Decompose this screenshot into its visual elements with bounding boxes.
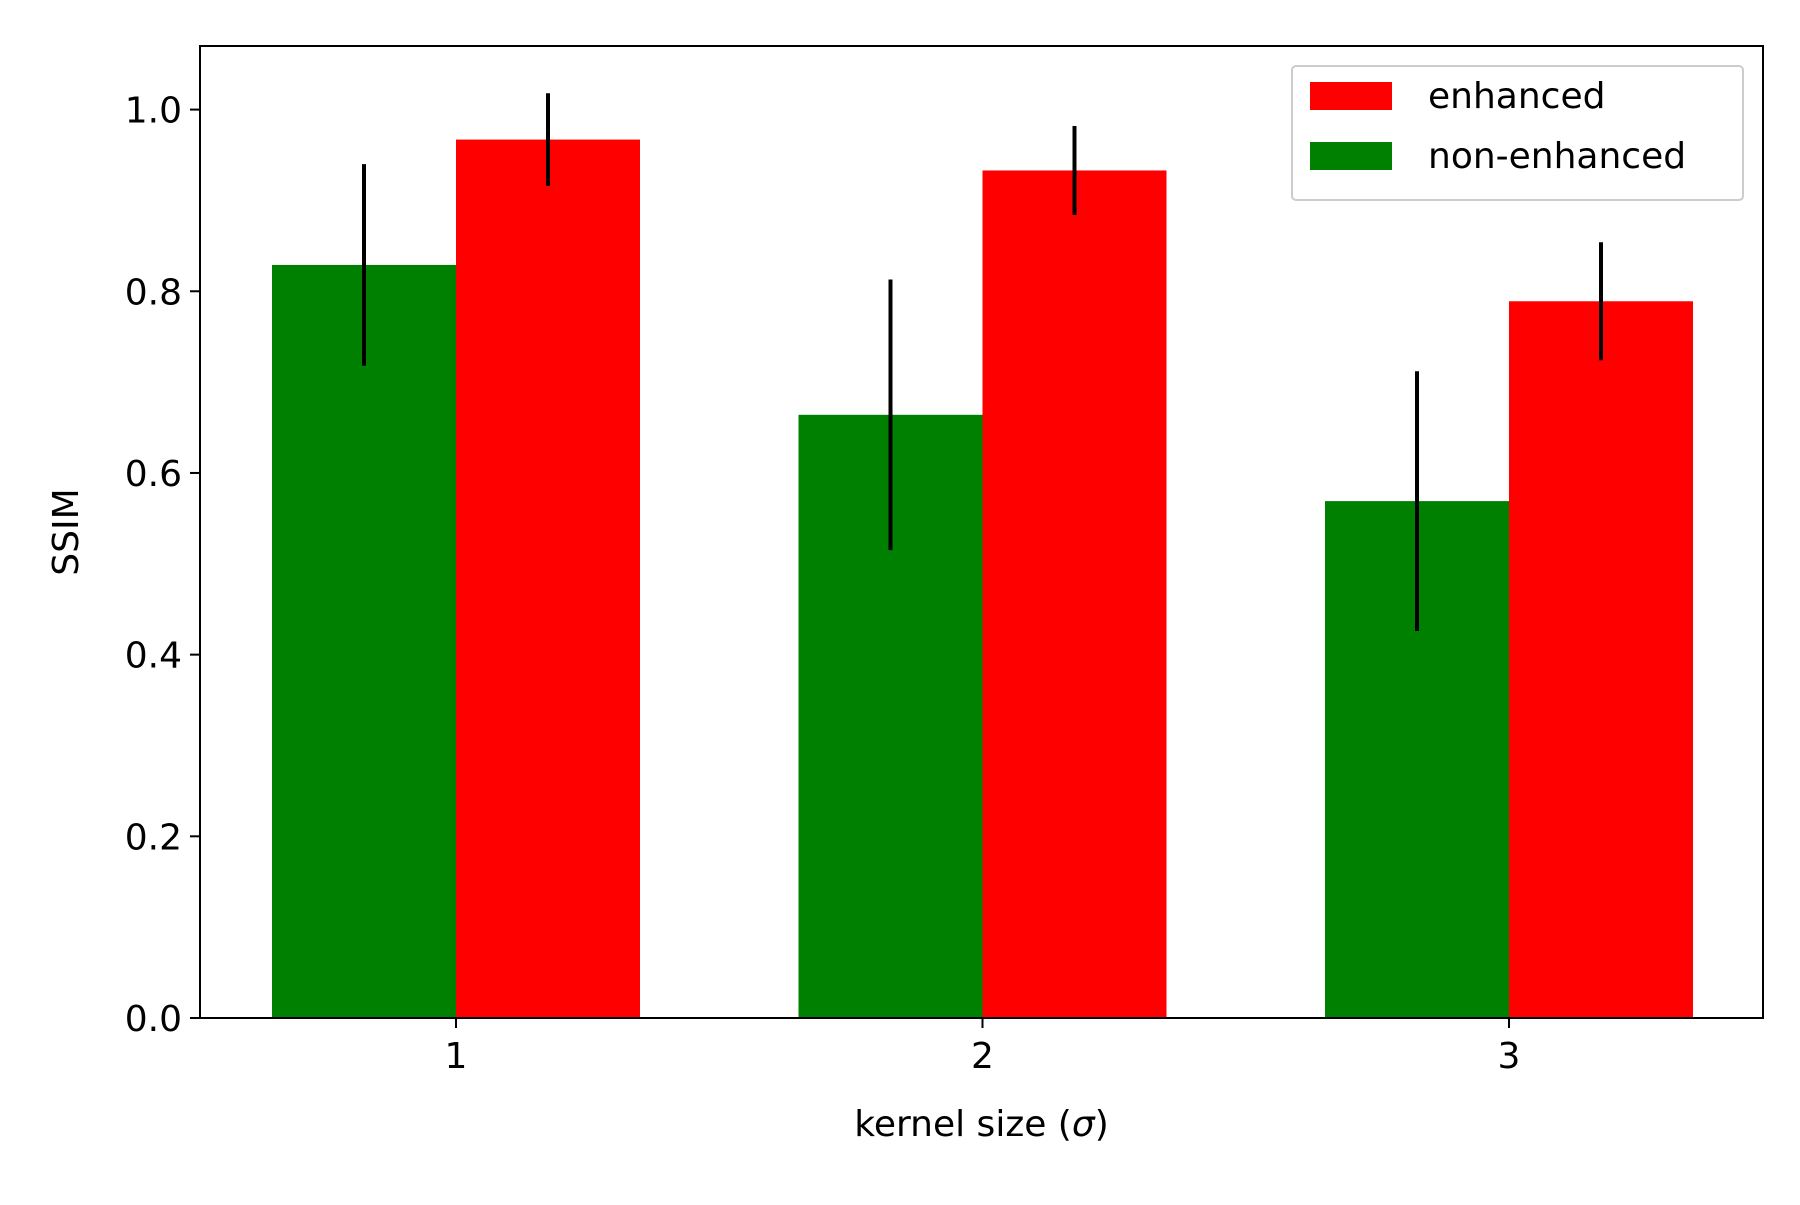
x-tick-label: 3 (1498, 1036, 1521, 1077)
y-axis: 0.0 0.2 0.4 0.6 0.8 1.0 (125, 91, 200, 1040)
legend-swatch-enhanced (1310, 82, 1392, 110)
bar-enhanced-3 (1509, 301, 1693, 1018)
x-tick-label: 2 (971, 1036, 994, 1077)
bar-enhanced-2 (982, 170, 1167, 1018)
x-axis-label: kernel size (σ) (854, 1104, 1108, 1145)
legend-swatch-non-enhanced (1310, 142, 1392, 170)
y-axis-label: SSIM (46, 488, 87, 575)
y-tick-label: 0.4 (125, 636, 182, 677)
x-axis-label-symbol: σ (1072, 1104, 1096, 1145)
legend-box (1291, 65, 1744, 201)
legend-label-non-enhanced: non-enhanced (1428, 136, 1686, 177)
y-tick-label: 0.2 (125, 817, 182, 858)
x-axis: 1 2 3 (445, 1018, 1521, 1077)
x-axis-label-suffix: ) (1095, 1104, 1109, 1145)
x-tick-label: 1 (445, 1036, 468, 1077)
legend: enhanced non-enhanced (1291, 65, 1744, 201)
y-tick-label: 0.0 (125, 999, 182, 1040)
y-tick-label: 0.6 (125, 454, 182, 495)
error-bars-layer (362, 93, 1603, 632)
y-tick-label: 0.8 (125, 272, 182, 313)
x-axis-label-prefix: kernel size ( (854, 1104, 1072, 1145)
bar-non-enhanced-1 (272, 264, 456, 1018)
y-tick-label: 1.0 (125, 91, 182, 132)
bar-enhanced-1 (456, 139, 640, 1019)
legend-label-enhanced: enhanced (1428, 76, 1605, 117)
